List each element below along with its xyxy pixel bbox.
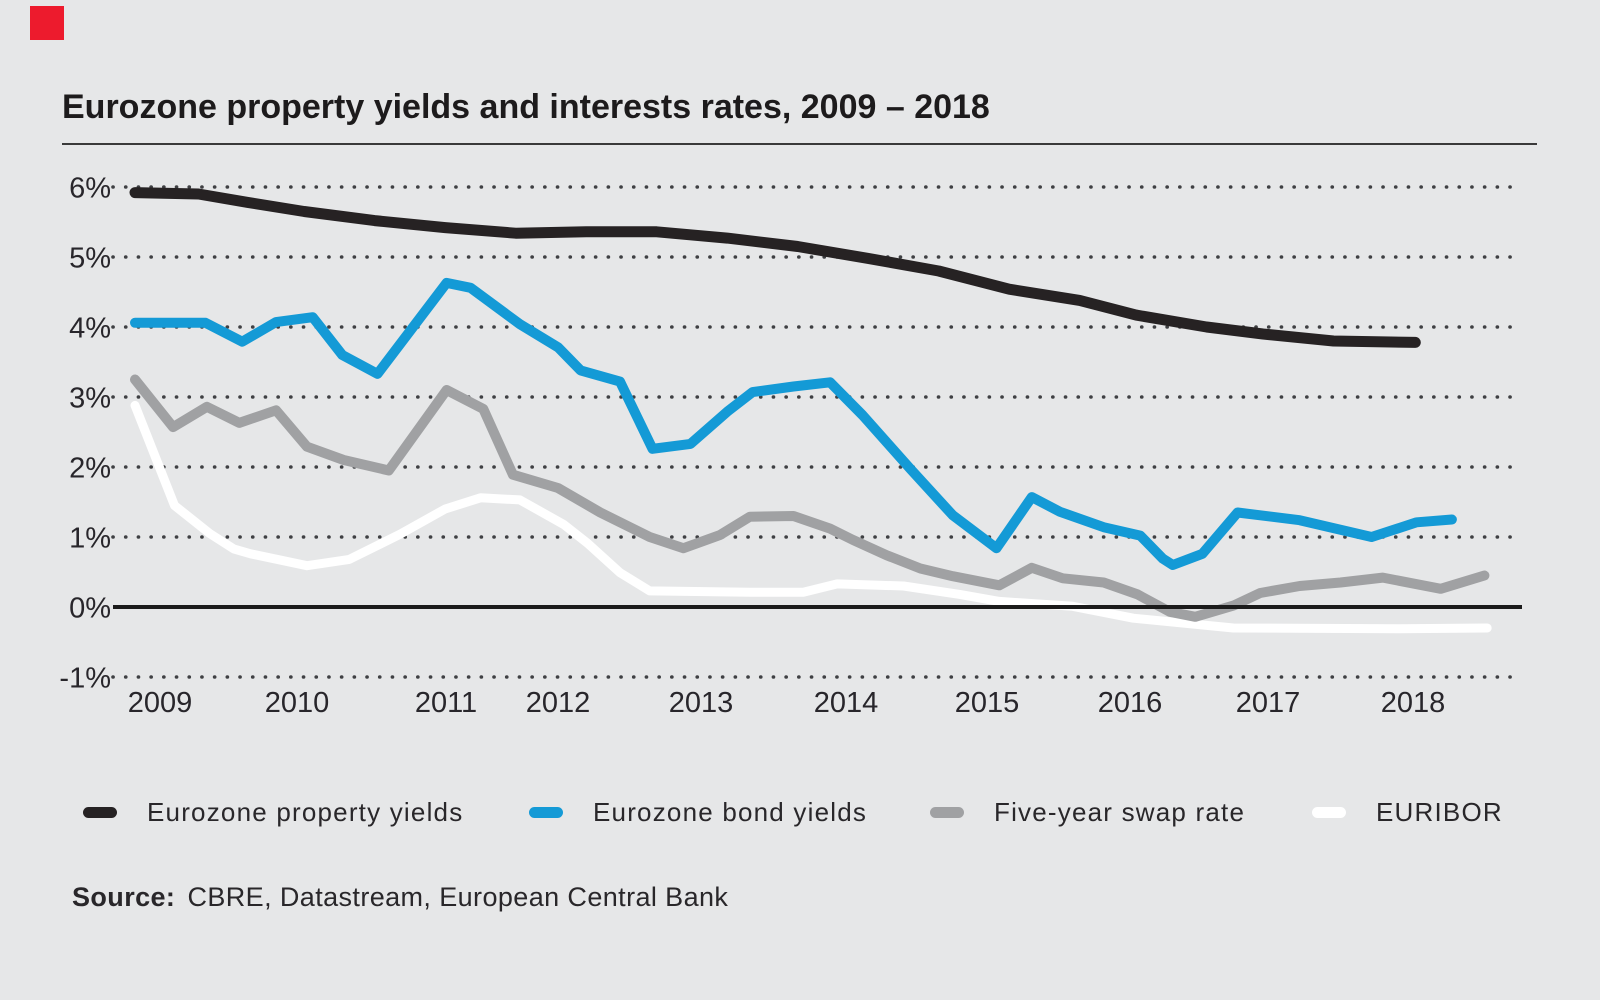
y-tick-label-5: 5%	[69, 243, 111, 275]
chart-title: Eurozone property yields and interests r…	[62, 88, 990, 126]
y-tick-label-0: 0%	[69, 593, 111, 625]
legend-label-swap-rate: Five-year swap rate	[994, 796, 1246, 827]
x-tick-label-2012: 2012	[526, 687, 591, 719]
x-tick-label-2014: 2014	[814, 687, 879, 719]
legend-swatch-euribor	[1312, 806, 1346, 818]
y-tick-label-2: 2%	[69, 453, 111, 485]
source-label: Source:	[72, 882, 176, 912]
legend-item-swap-rate: Five-year swap rate	[930, 796, 1246, 827]
legend-label-property-yields: Eurozone property yields	[147, 796, 464, 827]
legend-swatch-swap-rate	[930, 806, 964, 818]
legend-item-euribor: EURIBOR	[1312, 796, 1503, 827]
series-line-property-yields	[129, 187, 1421, 348]
legend-swatch-bond-yields	[529, 806, 563, 818]
x-tick-label-2016: 2016	[1098, 687, 1163, 719]
axis-labels: 6% 5% 4% 3% 2% 1% 0% -1% 2009 2010 2011 2012 2013 201…	[59, 173, 1445, 720]
series-line-bond-yields	[130, 277, 1457, 570]
legend-label-bond-yields: Eurozone bond yields	[593, 796, 868, 827]
y-tick-label--1: -1%	[59, 663, 111, 695]
source-line: Source: CBRE, Datastream, European Centra…	[72, 882, 728, 912]
legend-item-property-yields: Eurozone property yields	[83, 796, 464, 827]
x-tick-label-2015: 2015	[955, 687, 1020, 719]
source-text: CBRE, Datastream, European Central Bank	[187, 882, 729, 912]
y-tick-label-3: 3%	[69, 383, 111, 415]
x-tick-label-2010: 2010	[265, 687, 330, 719]
y-tick-label-4: 4%	[69, 313, 111, 345]
title-rule	[62, 143, 1537, 145]
x-tick-label-2018: 2018	[1381, 687, 1446, 719]
series-lines	[129, 187, 1492, 634]
x-tick-label-2009: 2009	[128, 687, 193, 719]
gridlines	[111, 185, 1524, 679]
legend-item-bond-yields: Eurozone bond yields	[529, 796, 868, 827]
brand-logo-square	[30, 6, 64, 40]
series-line-swap-rate	[130, 374, 1490, 622]
legend-swatch-property-yields	[83, 806, 117, 818]
x-tick-label-2017: 2017	[1236, 687, 1301, 719]
x-tick-label-2013: 2013	[669, 687, 734, 719]
y-tick-label-6: 6%	[69, 173, 111, 205]
legend-label-euribor: EURIBOR	[1376, 796, 1503, 827]
x-tick-label-2011: 2011	[415, 687, 477, 719]
y-tick-label-1: 1%	[69, 523, 111, 555]
